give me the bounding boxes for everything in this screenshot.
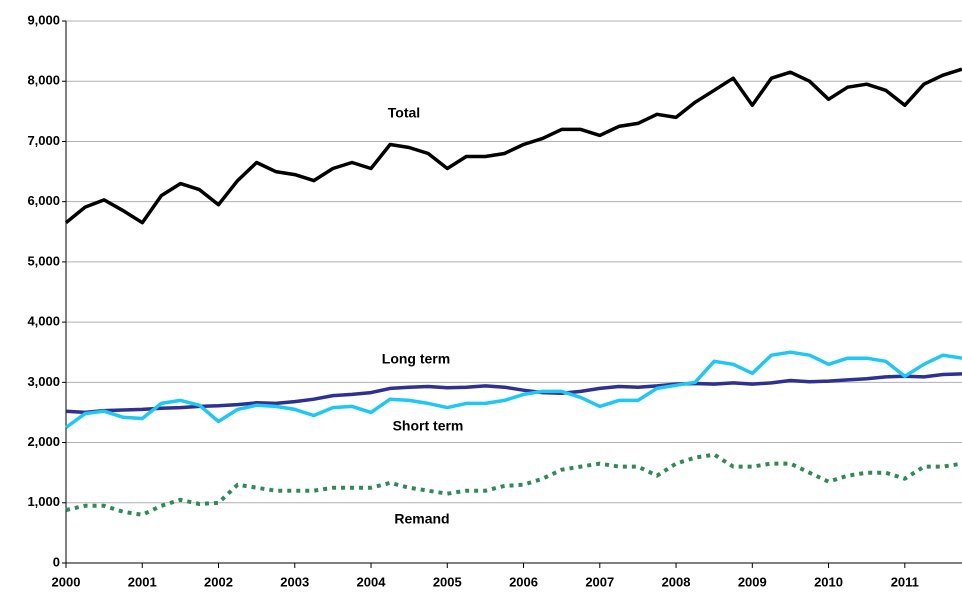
- x-tick-label: 2002: [204, 574, 233, 589]
- series-line: [64, 67, 962, 225]
- y-tick-label: 8,000: [27, 73, 60, 88]
- y-tick-label: 4,000: [27, 314, 60, 329]
- x-tick-label: 2011: [891, 574, 919, 589]
- series-label: Total: [388, 105, 420, 121]
- y-tick-label: 3,000: [27, 374, 60, 389]
- x-tick-label: 2006: [509, 574, 538, 589]
- y-tick-label: 7,000: [27, 133, 60, 148]
- y-tick-label: 6,000: [27, 193, 60, 208]
- series-label: Long term: [382, 351, 450, 367]
- x-tick-label: 2000: [52, 574, 81, 589]
- series-line: [65, 372, 962, 415]
- x-tick-label: 2001: [128, 574, 157, 589]
- y-tick-label: 9,000: [27, 12, 60, 27]
- x-tick-label: 2004: [357, 574, 387, 589]
- y-tick-label: 5,000: [27, 253, 60, 268]
- x-tick-label: 2009: [738, 574, 767, 589]
- series-label: Short term: [393, 418, 464, 434]
- series-label: Remand: [394, 511, 449, 527]
- series-line: [64, 350, 962, 429]
- y-tick-label: 2,000: [27, 434, 60, 449]
- series-line: [65, 452, 962, 517]
- x-tick-label: 2003: [280, 574, 309, 589]
- y-tick-label: 0: [53, 554, 60, 569]
- y-tick-label: 1,000: [27, 494, 60, 509]
- x-tick-label: 2008: [662, 574, 691, 589]
- x-tick-label: 2010: [814, 574, 843, 589]
- x-tick-label: 2005: [433, 574, 462, 589]
- x-tick-label: 2007: [585, 574, 614, 589]
